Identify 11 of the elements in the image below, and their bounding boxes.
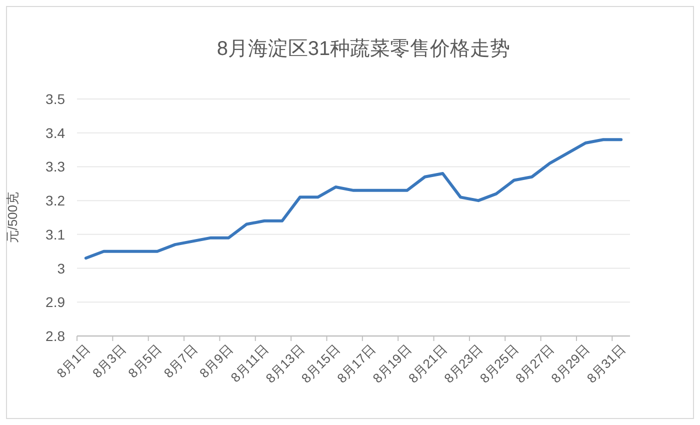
y-tick-label: 2.8: [46, 328, 66, 344]
y-tick-label: 2.9: [46, 294, 66, 310]
y-tick-label: 3.1: [46, 226, 66, 242]
y-axis-title: 元/500克: [5, 192, 20, 244]
y-tick-label: 3.2: [46, 192, 66, 209]
y-tick-label: 3: [57, 260, 66, 276]
y-tick-label: 3.4: [46, 124, 66, 141]
line-series: [84, 138, 623, 260]
chart-title: 8月海淀区31种蔬菜零售价格走势: [216, 38, 510, 60]
y-tick-label: 3.3: [46, 158, 66, 175]
y-tick-label: 3.5: [46, 91, 66, 107]
